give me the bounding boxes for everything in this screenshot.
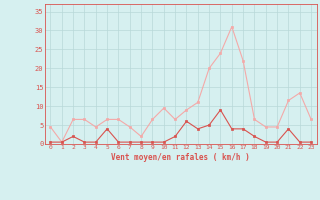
X-axis label: Vent moyen/en rafales ( km/h ): Vent moyen/en rafales ( km/h ) (111, 153, 250, 162)
